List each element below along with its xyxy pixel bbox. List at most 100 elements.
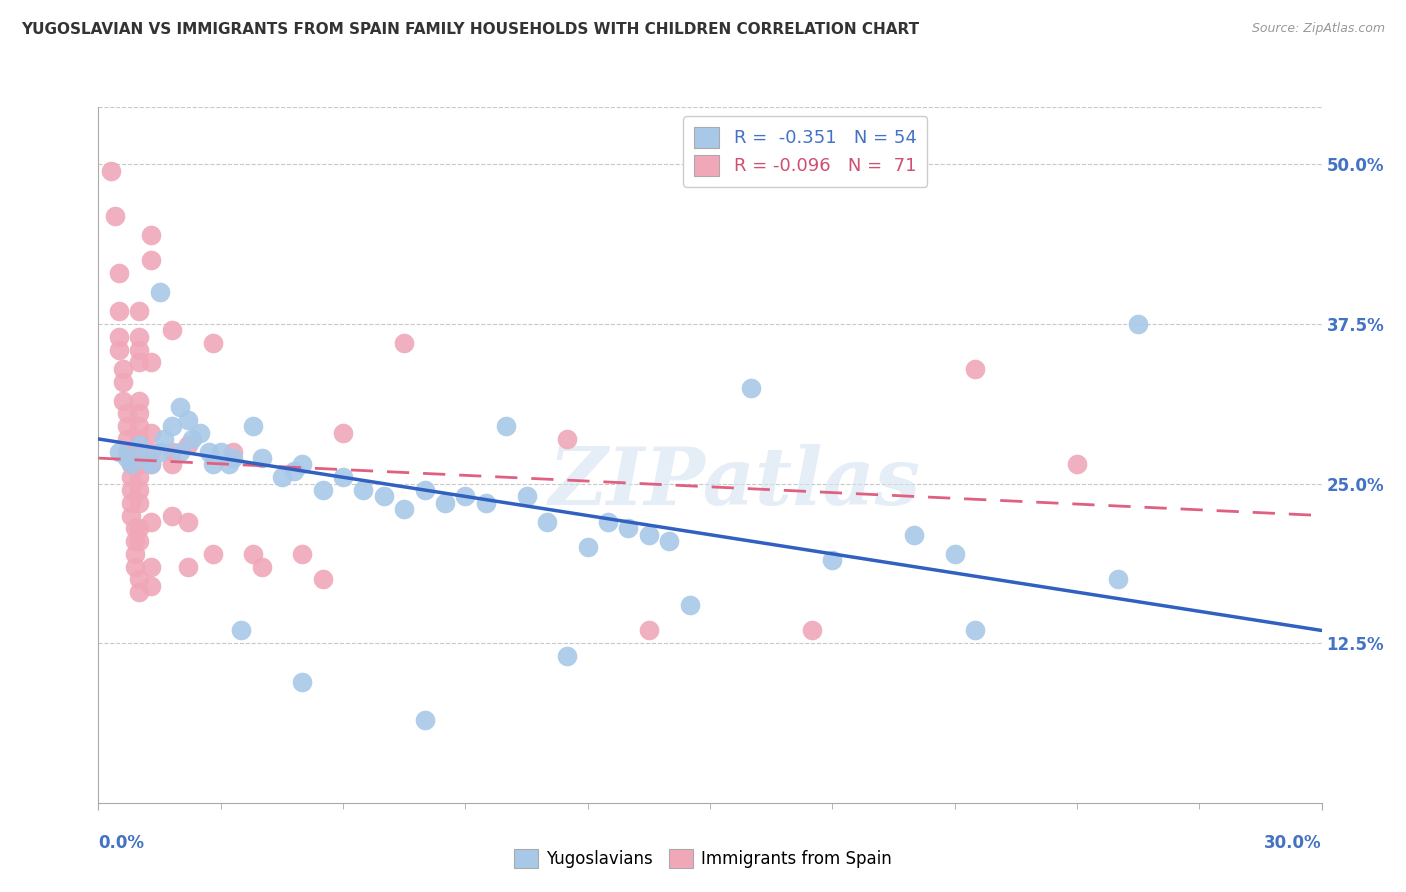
Point [231,624,253,638]
Point [160,323,183,337]
Point [801,624,824,638]
Point [598,515,620,529]
Point [943,547,966,561]
Point [120,496,142,510]
Point [201,336,224,351]
Point [557,648,579,663]
Point [128,458,150,472]
Point [413,483,436,497]
Point [104,209,127,223]
Legend: R =  -0.351   N = 54, R = -0.096   N =  71: R = -0.351 N = 54, R = -0.096 N = 71 [683,116,928,186]
Point [454,490,477,504]
Point [124,534,146,549]
Point [124,547,146,561]
Point [141,425,163,440]
Point [120,458,142,472]
Point [115,406,138,420]
Point [128,438,150,452]
Point [169,400,191,414]
Point [128,393,150,408]
Point [141,355,163,369]
Point [283,464,305,478]
Point [115,432,138,446]
Point [111,375,134,389]
Point [250,451,273,466]
Point [128,573,150,587]
Point [177,413,200,427]
Y-axis label: Family Households with Children: Family Households with Children [0,331,7,579]
Point [638,527,661,541]
Point [903,527,925,541]
Point [124,559,146,574]
Point [108,330,131,344]
Point [120,458,142,472]
Point [222,444,245,458]
Point [177,515,200,529]
Text: YUGOSLAVIAN VS IMMIGRANTS FROM SPAIN FAMILY HOUSEHOLDS WITH CHILDREN CORRELATION: YUGOSLAVIAN VS IMMIGRANTS FROM SPAIN FAM… [21,22,920,37]
Point [128,521,150,535]
Point [312,573,335,587]
Point [115,444,138,458]
Point [128,483,150,497]
Point [965,624,987,638]
Point [576,541,599,555]
Point [160,419,183,434]
Point [291,674,314,689]
Point [128,355,150,369]
Point [242,547,264,561]
Point [474,496,498,510]
Point [108,343,131,357]
Point [270,470,294,484]
Text: 0.0%: 0.0% [98,834,145,852]
Point [100,164,122,178]
Point [169,444,191,458]
Text: 30.0%: 30.0% [1264,834,1322,852]
Point [965,361,987,376]
Point [128,470,150,484]
Point [141,227,163,242]
Point [149,444,172,458]
Point [332,425,354,440]
Point [128,304,150,318]
Text: ZIPatlas: ZIPatlas [548,444,921,522]
Point [332,470,354,484]
Point [495,419,517,434]
Point [124,521,146,535]
Point [516,490,538,504]
Point [557,432,579,446]
Point [152,432,174,446]
Point [181,432,204,446]
Point [128,496,150,510]
Point [201,458,224,472]
Point [177,559,200,574]
Point [136,451,159,466]
Point [108,304,131,318]
Point [141,458,163,472]
Text: Source: ZipAtlas.com: Source: ZipAtlas.com [1251,22,1385,36]
Point [111,393,134,408]
Point [373,490,395,504]
Point [291,547,314,561]
Point [209,444,232,458]
Point [638,624,661,638]
Point [141,559,163,574]
Point [128,585,150,599]
Point [141,579,163,593]
Point [108,266,131,280]
Point [128,534,150,549]
Point [392,502,416,516]
Point [160,458,183,472]
Legend: Yugoslavians, Immigrants from Spain: Yugoslavians, Immigrants from Spain [508,842,898,875]
Point [250,559,273,574]
Point [218,458,240,472]
Point [120,508,142,523]
Point [141,458,163,472]
Point [111,361,134,376]
Point [141,253,163,268]
Point [149,285,172,300]
Point [177,438,200,452]
Point [141,515,163,529]
Point [658,534,681,549]
Point [120,483,142,497]
Point [188,425,212,440]
